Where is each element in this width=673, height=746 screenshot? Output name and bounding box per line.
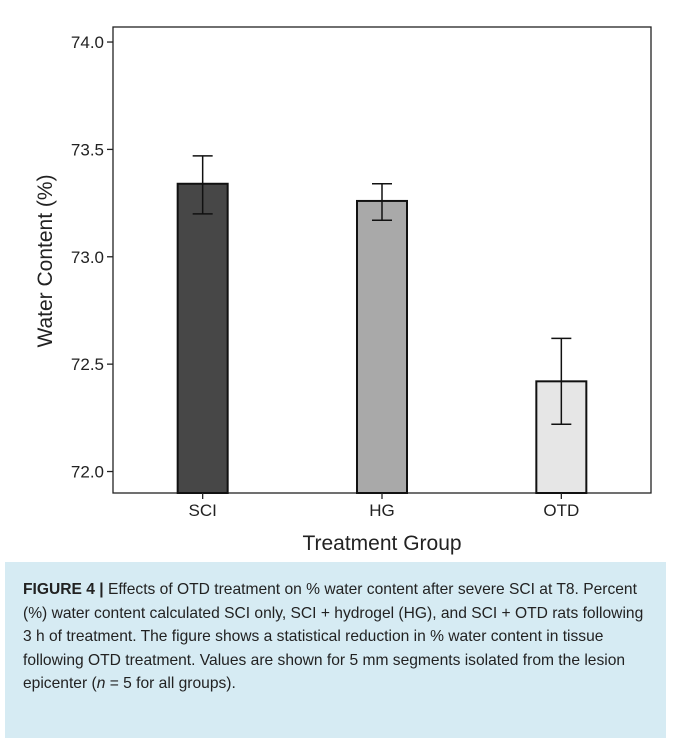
y-tick-label: 72.5	[71, 355, 104, 374]
caption-text-part2: = 5 for all groups).	[105, 675, 236, 693]
y-tick-label: 73.5	[71, 140, 104, 159]
y-axis-label: Water Content (%)	[34, 174, 57, 347]
x-axis-label: Treatment Group	[302, 532, 461, 555]
x-axis: SCI HG OTD	[188, 493, 579, 520]
caption-n-symbol: n	[96, 675, 106, 693]
figure-caption: FIGURE 4 | Effects of OTD treatment on %…	[5, 562, 666, 738]
y-tick-label: 73.0	[71, 248, 104, 267]
bar	[356, 199, 408, 494]
bar	[176, 182, 229, 494]
bars-layer	[176, 155, 588, 494]
y-axis: 72.0 72.5 73.0 73.5 74.0	[71, 33, 113, 482]
chart: 72.0 72.5 73.0 73.5 74.0 SCI HG OTD Water Cont…	[34, 26, 652, 555]
x-tick-label: SCI	[188, 501, 216, 520]
x-tick-label: HG	[369, 501, 395, 520]
caption-figure-label: FIGURE 4 |	[23, 581, 104, 598]
caption-text-part1: Effects of OTD treatment on % water cont…	[23, 581, 644, 693]
y-tick-label: 74.0	[71, 33, 104, 52]
x-tick-label: OTD	[543, 501, 579, 520]
y-tick-label: 72.0	[71, 463, 104, 482]
